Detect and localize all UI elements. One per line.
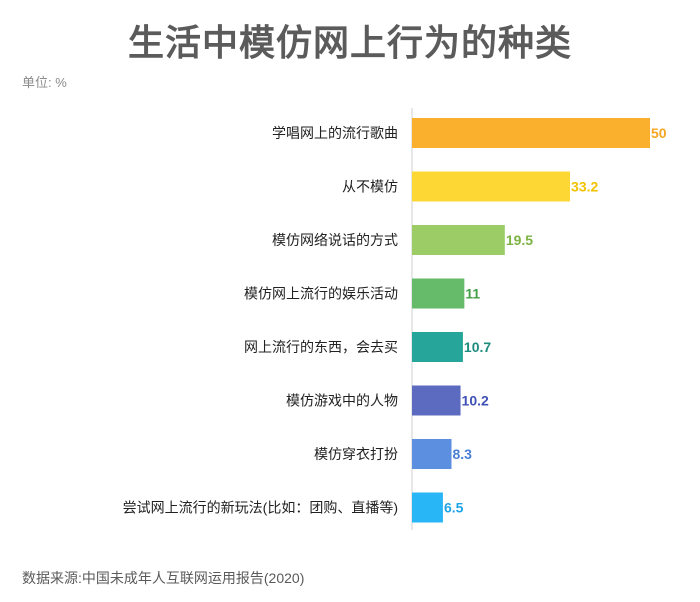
bars-group: 学唱网上的流行歌曲 50 从不模仿 33.2 模仿网络说话的方式 19.5 模仿网上流行的娱… <box>123 118 667 523</box>
category-label-8: 尝试网上流行的新玩法(比如：团购、直播等) <box>123 500 398 516</box>
value-label-3: 19.5 <box>506 232 533 248</box>
category-label-6: 模仿游戏中的人物 <box>286 393 398 409</box>
category-label-5: 网上流行的东西，会去买 <box>244 339 398 355</box>
category-label-4: 模仿网上流行的娱乐活动 <box>244 286 398 302</box>
value-label-5: 10.7 <box>464 339 491 355</box>
value-label-4: 11 <box>465 286 480 302</box>
unit-label: 单位: % <box>22 75 67 90</box>
category-label-7: 模仿穿衣打扮 <box>314 446 398 462</box>
bar-6 <box>412 385 461 416</box>
value-label-6: 10.2 <box>462 393 489 409</box>
bar-1 <box>412 118 650 148</box>
category-label-2: 从不模仿 <box>342 179 398 195</box>
chart-title: 生活中模仿网上行为的种类 <box>127 22 572 63</box>
bar-3 <box>412 225 505 255</box>
value-label-7: 8.3 <box>453 446 473 462</box>
bar-2 <box>412 171 571 202</box>
value-label-8: 6.5 <box>444 500 464 516</box>
bar-5 <box>412 332 463 362</box>
bar-7 <box>412 439 452 469</box>
value-label-2: 33.2 <box>571 179 598 195</box>
bar-4 <box>412 278 465 309</box>
value-label-1: 50 <box>651 125 667 141</box>
data-source: 数据来源:中国未成年人互联网运用报告(2020) <box>22 570 305 586</box>
category-label-1: 学唱网上的流行歌曲 <box>272 125 398 141</box>
bar-8 <box>412 492 443 523</box>
category-label-3: 模仿网络说话的方式 <box>272 232 398 248</box>
